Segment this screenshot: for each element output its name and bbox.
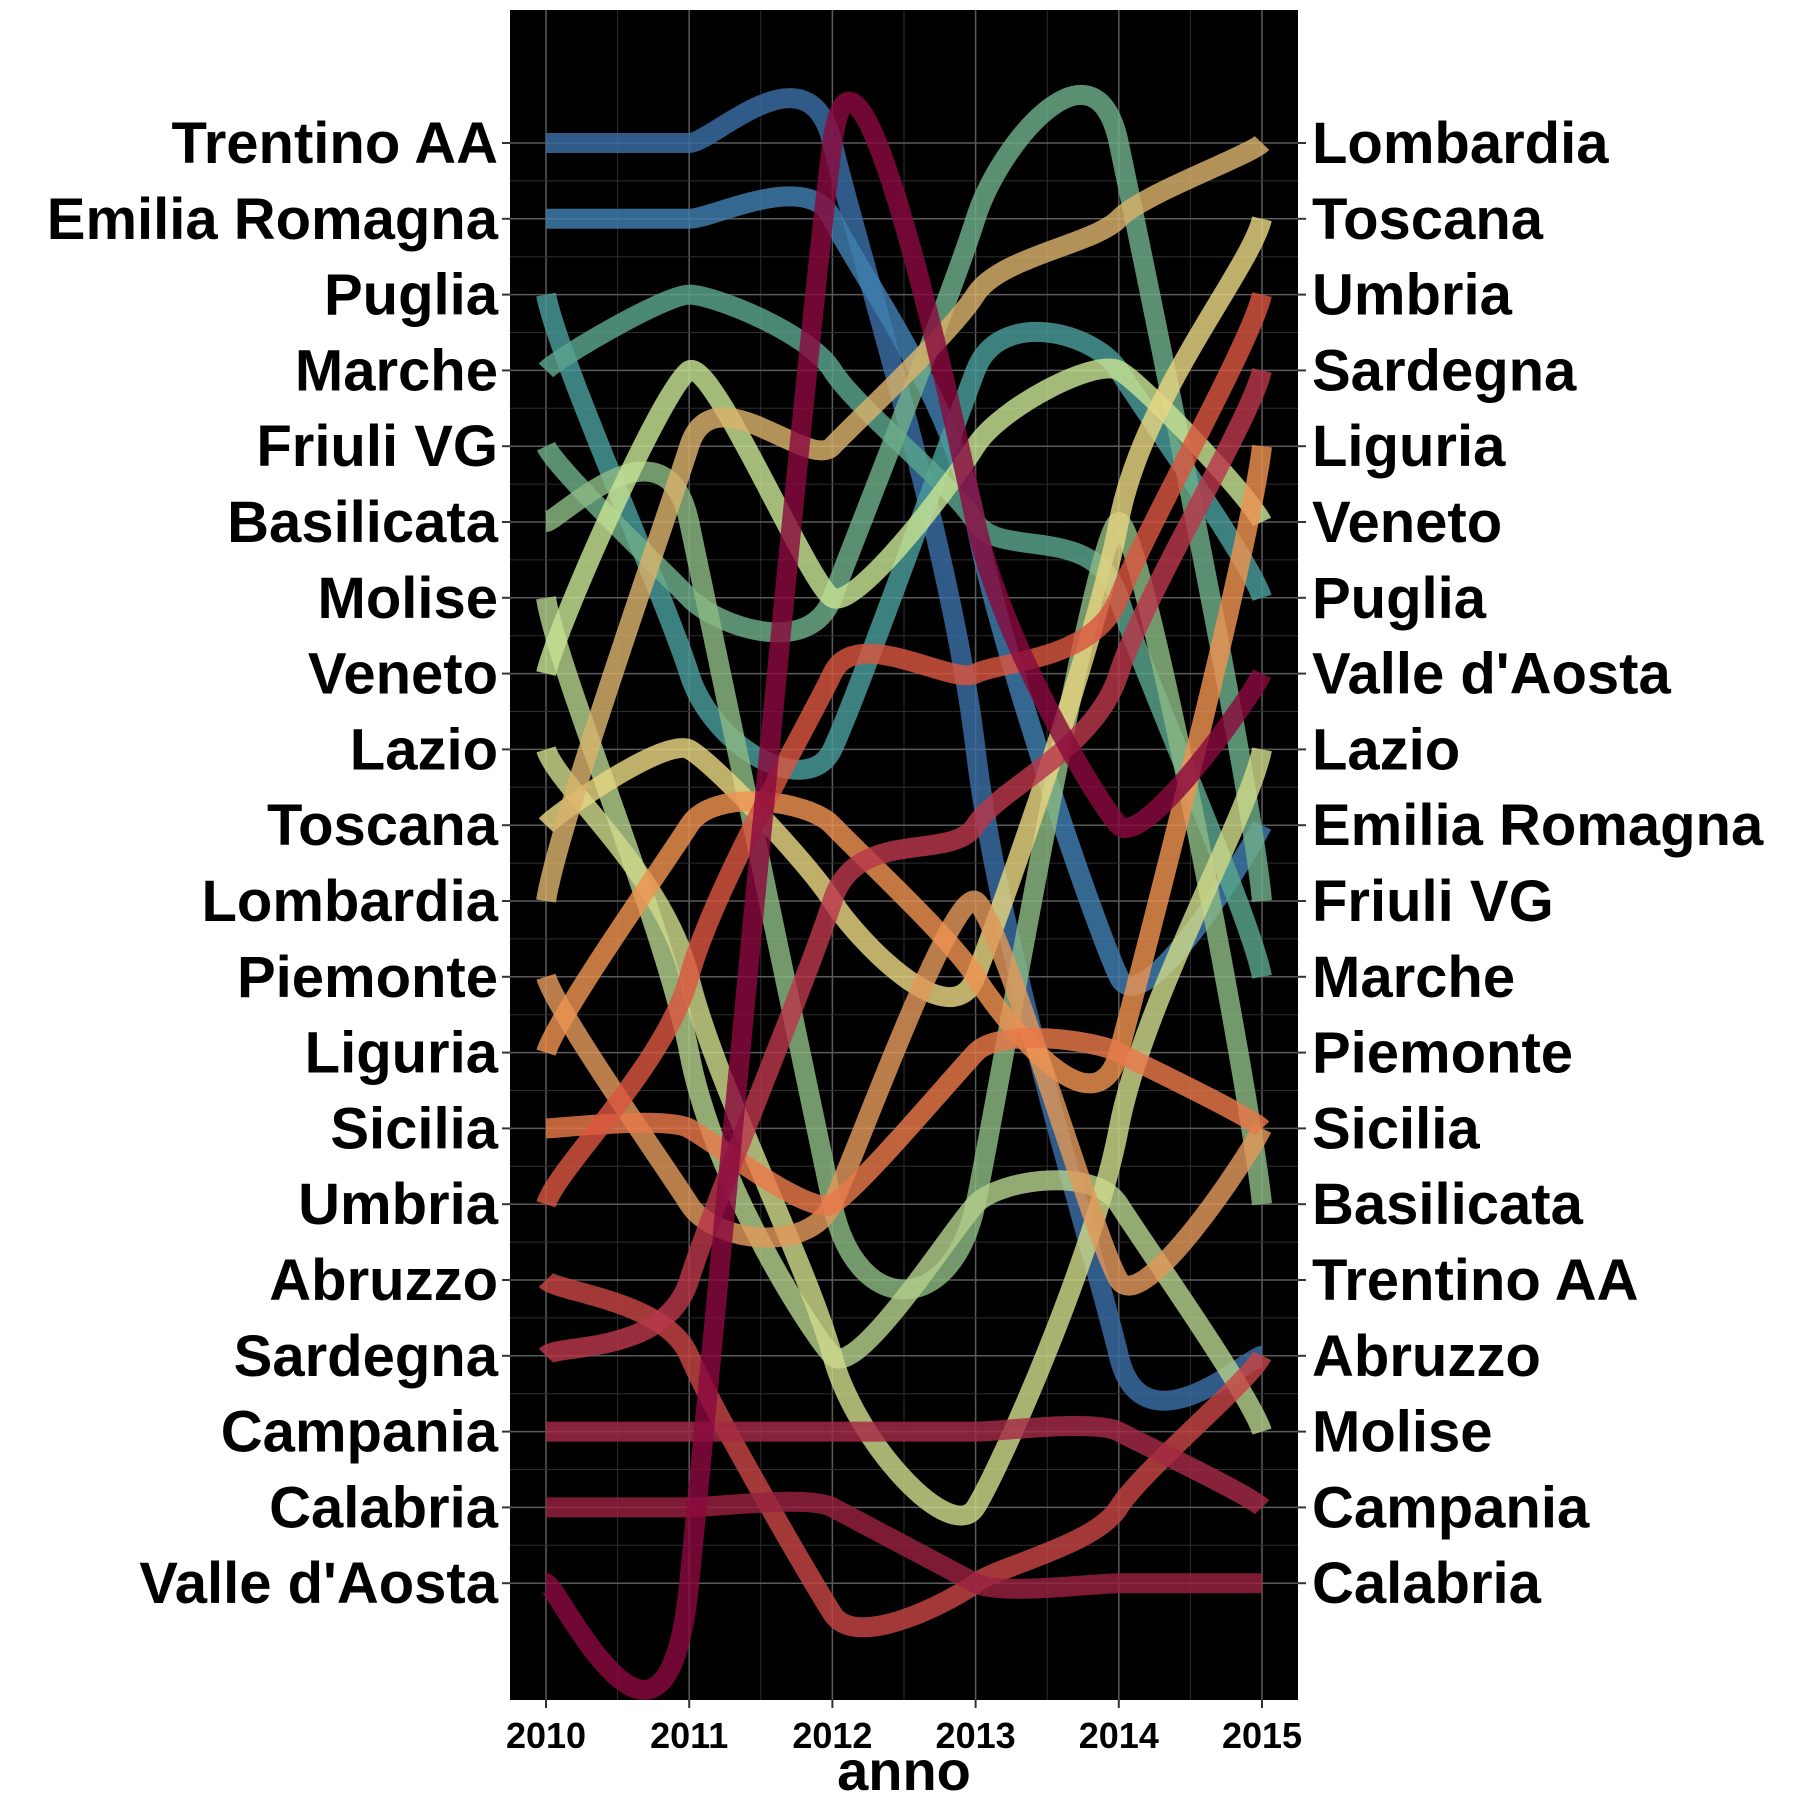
left-rank-label: Valle d'Aosta xyxy=(139,1551,498,1616)
x-axis-ticks: 2010 2011 2012 2013 2014 2015 xyxy=(506,1700,1302,1756)
series-lines xyxy=(536,84,1272,1700)
left-rank-label: Campania xyxy=(221,1400,499,1465)
series-line-valle-d-aosta xyxy=(540,92,1272,1700)
series-line-veneto xyxy=(536,358,1272,677)
left-rank-label: Basilicata xyxy=(227,490,499,555)
left-rank-label: Friuli VG xyxy=(256,414,498,479)
left-rank-label: Umbria xyxy=(298,1172,499,1237)
x-tick-label: 2012 xyxy=(792,1715,872,1756)
left-rank-label: Emilia Romagna xyxy=(47,187,499,252)
right-rank-label: Trentino AA xyxy=(1312,1248,1639,1313)
series-line-lombardia xyxy=(536,135,1270,903)
left-rank-label: Sicilia xyxy=(330,1096,498,1161)
left-rank-label: Veneto xyxy=(308,642,498,707)
left-rank-label: Lombardia xyxy=(202,869,499,934)
series-line-trentino-aa xyxy=(545,88,1266,1411)
right-rank-label: Marche xyxy=(1312,945,1515,1010)
left-rank-label: Abruzzo xyxy=(269,1248,498,1313)
x-tick-label: 2015 xyxy=(1222,1715,1302,1756)
x-tick-label: 2011 xyxy=(650,1715,728,1756)
x-tick-label: 2010 xyxy=(506,1715,586,1756)
right-rank-label: Abruzzo xyxy=(1312,1324,1541,1389)
right-rank-label: Friuli VG xyxy=(1312,869,1554,934)
right-rank-label: Toscana xyxy=(1312,187,1544,252)
right-rank-label: Puglia xyxy=(1312,566,1487,631)
right-rank-label: Molise xyxy=(1312,1400,1493,1465)
series-line-calabria xyxy=(546,1491,1262,1599)
right-axis-labels: Lombardia Toscana Umbria Sardegna Liguria Ven… xyxy=(1298,111,1764,1616)
right-rank-label: Lazio xyxy=(1312,717,1460,782)
left-rank-label: Lazio xyxy=(350,717,498,782)
right-rank-label: Umbria xyxy=(1312,263,1513,328)
left-axis-labels: Trentino AA Emilia Romagna Puglia Marche Fri… xyxy=(47,111,510,1616)
x-tick-label: 2013 xyxy=(936,1715,1016,1756)
left-rank-label: Sardegna xyxy=(234,1324,499,1389)
right-rank-label: Calabria xyxy=(1312,1551,1542,1616)
x-axis-title: anno xyxy=(837,1739,971,1800)
left-rank-label: Toscana xyxy=(267,793,499,858)
right-rank-label: Lombardia xyxy=(1312,111,1609,176)
series-line-sicilia xyxy=(545,1028,1270,1216)
right-rank-label: Liguria xyxy=(1312,414,1506,479)
right-rank-label: Basilicata xyxy=(1312,1172,1584,1237)
left-rank-label: Calabria xyxy=(269,1475,499,1540)
series-line-abruzzo xyxy=(538,1271,1272,1638)
left-rank-label: Trentino AA xyxy=(171,111,498,176)
series-line-campania xyxy=(546,1416,1270,1516)
left-rank-label: Piemonte xyxy=(237,945,498,1010)
left-rank-label: Molise xyxy=(318,566,499,631)
right-rank-label: Sicilia xyxy=(1312,1096,1480,1161)
left-rank-label: Marche xyxy=(295,338,498,403)
right-rank-label: Emilia Romagna xyxy=(1312,793,1764,858)
series-line-sardegna xyxy=(538,367,1272,1365)
left-rank-label: Puglia xyxy=(324,263,499,328)
series-line-molise xyxy=(536,596,1272,1436)
right-rank-label: Campania xyxy=(1312,1475,1590,1540)
series-line-umbria xyxy=(536,291,1272,1208)
series-line-toscana xyxy=(538,215,1272,1007)
right-rank-label: Veneto xyxy=(1312,490,1502,555)
right-rank-label: Valle d'Aosta xyxy=(1312,642,1671,707)
left-rank-label: Liguria xyxy=(305,1021,499,1086)
right-rank-label: Sardegna xyxy=(1312,338,1577,403)
x-tick-label: 2014 xyxy=(1079,1715,1159,1756)
series-line-liguria xyxy=(536,445,1272,1094)
series-line-piemonte xyxy=(536,890,1272,1296)
right-rank-label: Piemonte xyxy=(1312,1021,1573,1086)
